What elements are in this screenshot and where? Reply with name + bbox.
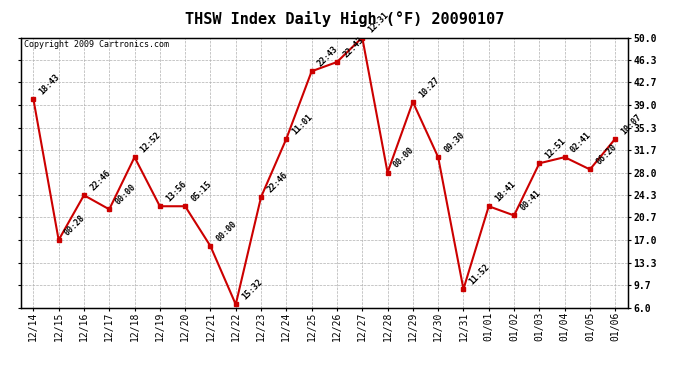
Text: 00:00: 00:00: [392, 146, 416, 170]
Text: 15:32: 15:32: [240, 278, 264, 302]
Text: 18:43: 18:43: [37, 72, 61, 96]
Text: THSW Index Daily High (°F) 20090107: THSW Index Daily High (°F) 20090107: [186, 11, 504, 27]
Text: 22:43: 22:43: [316, 44, 340, 69]
Text: 10:07: 10:07: [620, 112, 644, 136]
Text: 12:52: 12:52: [139, 130, 163, 154]
Text: 22:46: 22:46: [88, 168, 112, 192]
Text: 05:15: 05:15: [189, 179, 213, 204]
Text: 06:20: 06:20: [594, 142, 618, 166]
Text: 11:01: 11:01: [290, 112, 315, 136]
Text: 12:31: 12:31: [366, 10, 391, 35]
Text: 00:28: 00:28: [63, 213, 87, 237]
Text: 10:27: 10:27: [417, 75, 441, 99]
Text: 22:46: 22:46: [265, 170, 289, 194]
Text: 02:41: 02:41: [569, 130, 593, 154]
Text: 00:41: 00:41: [518, 189, 542, 213]
Text: 12:51: 12:51: [544, 136, 568, 160]
Text: 13:56: 13:56: [164, 179, 188, 204]
Text: 22:43: 22:43: [341, 35, 365, 59]
Text: 00:00: 00:00: [113, 183, 137, 207]
Text: 11:52: 11:52: [468, 262, 492, 286]
Text: 18:41: 18:41: [493, 179, 517, 204]
Text: Copyright 2009 Cartronics.com: Copyright 2009 Cartronics.com: [23, 40, 169, 49]
Text: 00:00: 00:00: [215, 219, 239, 243]
Text: 09:30: 09:30: [442, 130, 466, 154]
